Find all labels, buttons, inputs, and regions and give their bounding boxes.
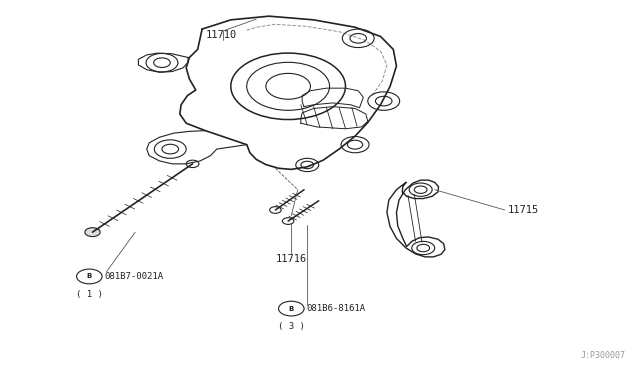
Text: B: B <box>86 273 92 279</box>
Text: 11715: 11715 <box>508 205 540 215</box>
Text: 11716: 11716 <box>276 254 307 264</box>
Circle shape <box>77 269 102 284</box>
Circle shape <box>278 301 304 316</box>
Circle shape <box>85 228 100 237</box>
Text: 081B6-8161A: 081B6-8161A <box>307 304 365 313</box>
Text: J:P300007: J:P300007 <box>581 351 626 360</box>
Text: 081B7-0021A: 081B7-0021A <box>104 272 164 281</box>
Text: ( 3 ): ( 3 ) <box>278 322 305 331</box>
Text: 11710: 11710 <box>205 30 237 40</box>
Text: ( 1 ): ( 1 ) <box>76 290 103 299</box>
Text: B: B <box>289 305 294 312</box>
